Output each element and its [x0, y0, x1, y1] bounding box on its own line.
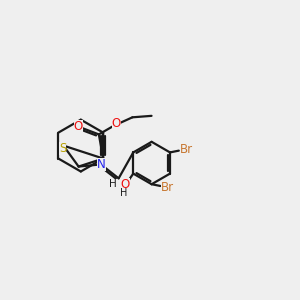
Text: Br: Br — [161, 181, 174, 194]
Text: S: S — [59, 142, 67, 155]
Text: O: O — [74, 120, 83, 133]
Text: H: H — [120, 188, 127, 198]
Text: N: N — [97, 158, 106, 171]
Text: H: H — [110, 179, 117, 189]
Text: O: O — [120, 178, 130, 191]
Text: Br: Br — [180, 143, 193, 156]
Text: O: O — [112, 117, 121, 130]
